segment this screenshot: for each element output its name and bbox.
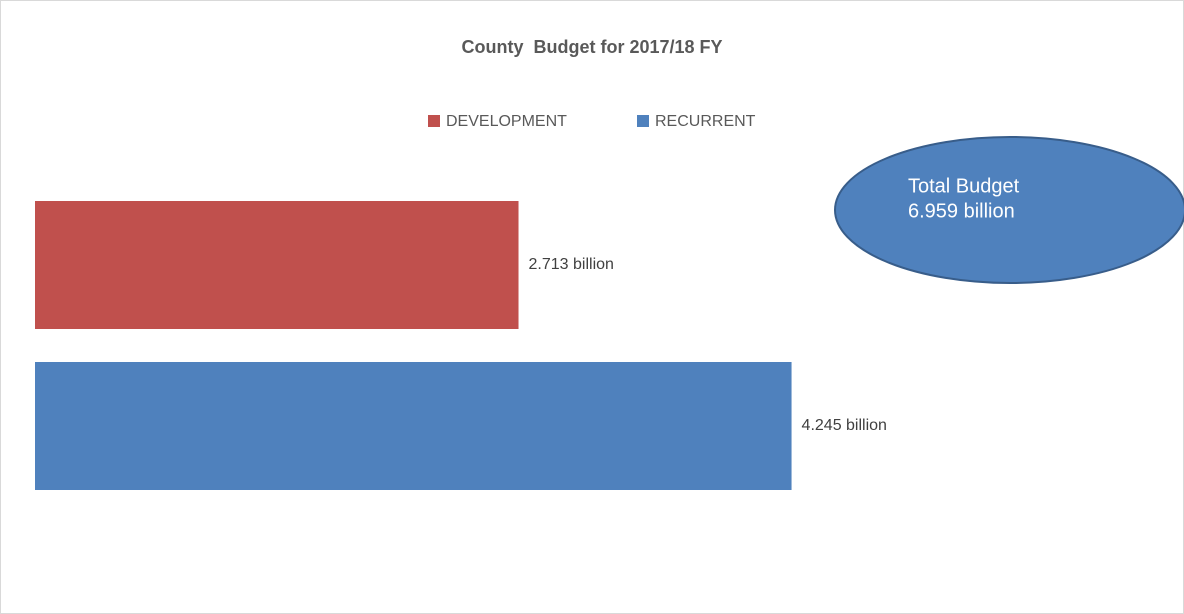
legend-label: DEVELOPMENT <box>446 113 567 130</box>
bar <box>35 362 792 490</box>
legend-swatch <box>637 115 649 127</box>
chart-title: County Budget for 2017/18 FY <box>461 37 722 57</box>
bar <box>35 201 519 329</box>
value-label: 4.245 billion <box>802 417 887 434</box>
annotation-ellipse <box>834 136 1184 284</box>
annotation-line: 6.959 billion <box>908 200 1015 222</box>
legend-label: RECURRENT <box>655 113 756 130</box>
annotation-line: Total Budget <box>908 175 1020 197</box>
value-label: 2.713 billion <box>529 256 614 273</box>
legend-swatch <box>428 115 440 127</box>
